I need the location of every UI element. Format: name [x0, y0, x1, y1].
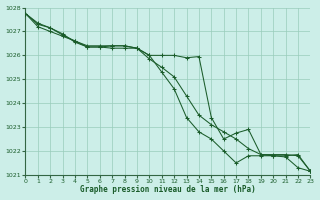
- X-axis label: Graphe pression niveau de la mer (hPa): Graphe pression niveau de la mer (hPa): [80, 185, 256, 194]
